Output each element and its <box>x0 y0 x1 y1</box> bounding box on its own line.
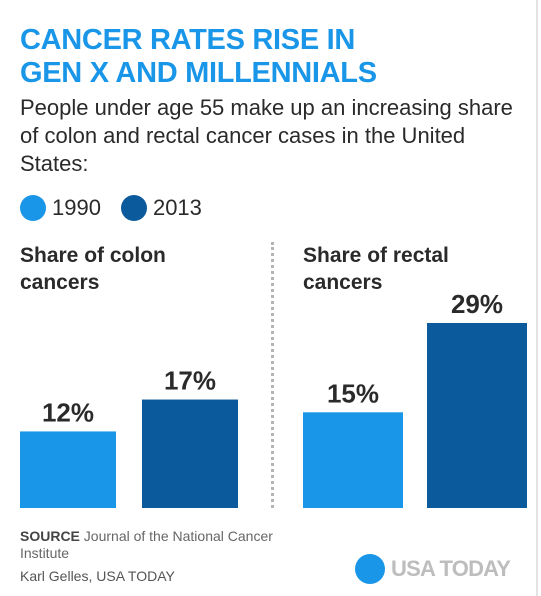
logo-text: USA TODAY <box>391 556 511 581</box>
rectal-panel-title-line1: Share of rectal <box>303 244 449 267</box>
colon-panel-title-line2: cancers <box>20 271 100 294</box>
rectal-bar-label-1990: 15% <box>327 378 379 408</box>
chart-title-line1: CANCER RATES RISE IN <box>20 24 356 56</box>
rectal-bar-label-2013: 29% <box>451 289 503 319</box>
legend-swatch-2013 <box>120 195 147 221</box>
legend-item-1990: 1990 <box>20 195 101 221</box>
chart-subtitle: People under age 55 make up an increasin… <box>20 95 513 176</box>
colon-bar-2013 <box>142 399 238 508</box>
rectal-panel-title: Share of rectal cancers <box>303 242 513 296</box>
colon-panel-title-line1: Share of colon <box>20 244 166 267</box>
legend: 1990 2013 <box>20 194 222 222</box>
colon-bar-1990 <box>20 431 116 508</box>
colon-bar-label-1990: 12% <box>42 397 94 427</box>
legend-item-2013: 2013 <box>120 195 202 221</box>
panel-divider <box>271 242 274 508</box>
chart-title: CANCER RATES RISE IN GEN X AND MILLENNIA… <box>20 24 520 90</box>
credit-line: Karl Gelles, USA TODAY <box>20 568 175 584</box>
rectal-bar-1990 <box>303 412 403 508</box>
rectal-panel-title-line2: cancers <box>303 271 383 294</box>
source-label: SOURCE <box>20 528 80 544</box>
chart-title-line2: GEN X AND MILLENNIALS <box>20 57 377 89</box>
source-text: Journal of the National Cancer Institute <box>20 528 273 561</box>
legend-label-1990: 1990 <box>52 195 101 220</box>
source-note: SOURCE Journal of the National Cancer In… <box>20 528 280 562</box>
rectal-bar-2013 <box>427 322 527 508</box>
logo-dot-icon <box>355 554 385 584</box>
colon-panel-title: Share of colon cancers <box>20 242 230 296</box>
legend-label-2013: 2013 <box>152 195 202 220</box>
colon-bar-label-2013: 17% <box>164 366 216 396</box>
legend-swatch-1990 <box>20 195 46 221</box>
right-edge-rule <box>536 0 538 596</box>
usa-today-logo: USA TODAY <box>355 554 511 584</box>
